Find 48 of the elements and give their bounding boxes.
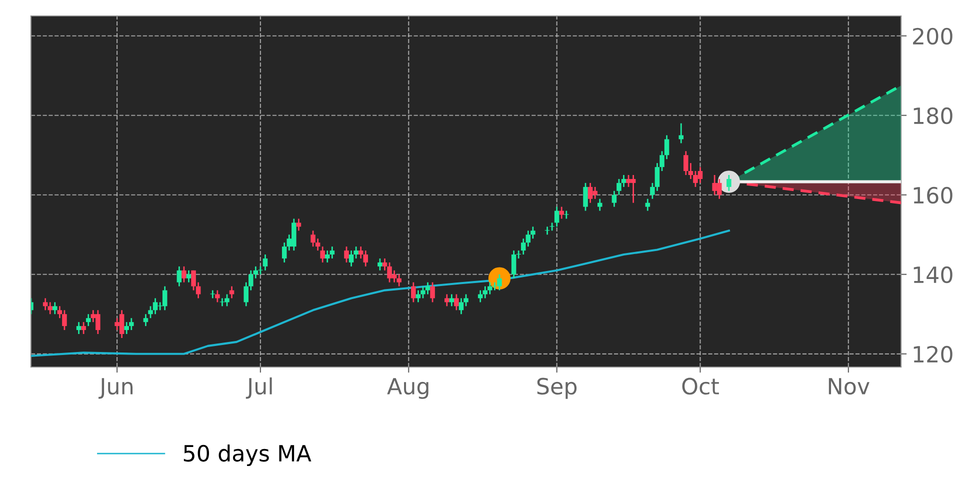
candlestick (678, 122, 684, 144)
candlestick (454, 294, 459, 311)
candlestick (684, 150, 688, 176)
candlestick (583, 182, 588, 212)
y-tick-label: 120 (914, 346, 952, 363)
x-tick-label: Jun (98, 378, 133, 399)
candlestick (378, 258, 382, 272)
candlestick (52, 302, 58, 315)
candlestick (182, 266, 186, 284)
candlestick (320, 246, 325, 264)
candlestick (420, 286, 426, 299)
candlestick (81, 321, 86, 335)
candlestick (176, 266, 182, 287)
candlestick (229, 286, 234, 299)
candlestick (215, 290, 220, 303)
candlestick (645, 198, 650, 212)
x-tick-label: Nov (828, 378, 870, 395)
candlestick (324, 250, 330, 264)
candlestick (597, 198, 602, 212)
candlestick (612, 190, 617, 208)
candlestick (411, 282, 416, 303)
x-tick-label: Oct (682, 378, 719, 395)
candlestick (363, 250, 368, 268)
candlestick (430, 282, 435, 303)
candlestick (559, 206, 564, 220)
candlestick (310, 230, 316, 248)
candlestick (344, 246, 349, 264)
candlestick (296, 218, 302, 232)
candlestick (76, 321, 82, 335)
candlestick (48, 302, 53, 315)
candlestick (86, 313, 91, 327)
y-tick-label: 160 (914, 186, 952, 204)
candlestick (726, 174, 732, 192)
candlestick (143, 313, 148, 327)
y-tick-label: 180 (914, 107, 952, 124)
candlestick (396, 274, 402, 287)
candlestick (444, 294, 450, 307)
candlestick (449, 294, 454, 307)
x-tick-label: Jul (246, 377, 272, 399)
y-tick-label: 200 (913, 28, 952, 45)
y-tick-label: 140 (914, 266, 952, 284)
x-tick-label: Sep (537, 378, 577, 399)
candlestick (616, 178, 622, 196)
legend-label: 50 days MA (184, 444, 312, 466)
x-tick-label: Aug (387, 378, 428, 399)
line-series (31, 230, 730, 357)
candlestick (62, 309, 67, 331)
candlestick (186, 270, 192, 284)
